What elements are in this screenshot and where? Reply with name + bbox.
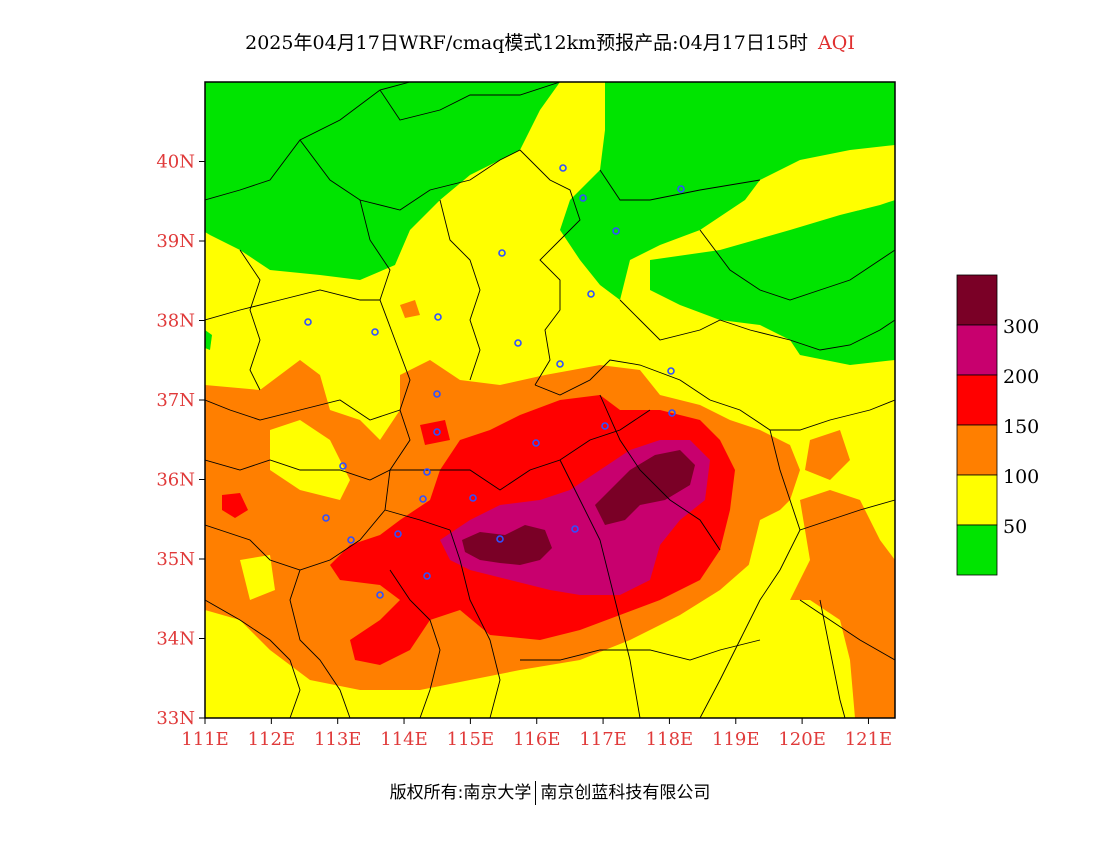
- lon-tick-label: 120E: [778, 729, 826, 750]
- city-marker: [579, 194, 587, 202]
- lon-tick-label: 119E: [712, 729, 760, 750]
- city-marker: [433, 428, 441, 436]
- aqi-field: [205, 82, 895, 718]
- city-marker: [532, 439, 540, 447]
- city-marker: [322, 514, 330, 522]
- latitude-axis: 40N 39N 38N 37N 36N 35N 34N 33N: [156, 152, 205, 729]
- city-marker: [498, 249, 506, 257]
- city-marker: [556, 360, 564, 368]
- longitude-axis: 111E 112E 113E 114E 115E 116E 117E 118E 119E 120E…: [181, 718, 892, 750]
- city-marker: [304, 318, 312, 326]
- lon-tick-label: 114E: [380, 729, 428, 750]
- lon-tick-label: 117E: [579, 729, 627, 750]
- lon-tick-label: 118E: [646, 729, 694, 750]
- legend-swatch-300: [956, 274, 998, 326]
- lat-tick-label: 33N: [156, 708, 195, 729]
- lon-tick-label: 121E: [845, 729, 893, 750]
- title-text: 2025年04月17日WRF/cmaq模式12km预报产品:04月17日15时: [245, 32, 809, 54]
- aqi-orange-northeast-spot: [805, 430, 850, 480]
- legend-swatch-200: [956, 324, 998, 376]
- lon-tick-label: 111E: [181, 729, 229, 750]
- title-variable: AQI: [818, 32, 855, 54]
- aqi-yellow-pocket-west: [270, 420, 350, 500]
- city-marker: [677, 185, 685, 193]
- lat-tick-label: 36N: [156, 470, 195, 491]
- city-marker: [376, 591, 384, 599]
- city-marker: [469, 494, 477, 502]
- aqi-darkred-east: [595, 450, 695, 525]
- legend-label-50: 50: [1003, 516, 1027, 538]
- city-marker: [433, 390, 441, 398]
- aqi-green-east: [650, 200, 895, 365]
- aqi-red-north-spot: [420, 420, 450, 445]
- lon-tick-label: 113E: [314, 729, 362, 750]
- city-marker: [587, 290, 595, 298]
- aqi-green-northwest: [205, 82, 560, 280]
- admin-boundaries: [205, 82, 895, 718]
- aqi-yellow-pocket-sw: [240, 555, 275, 600]
- aqi-legend: 300 200 150 100 50: [956, 274, 1039, 576]
- legend-swatch-150: [956, 374, 998, 426]
- lat-tick-label: 39N: [156, 231, 195, 252]
- lon-tick-label: 116E: [513, 729, 561, 750]
- legend-swatch-100: [956, 424, 998, 476]
- city-marker: [339, 462, 347, 470]
- city-marker: [419, 495, 427, 503]
- lat-tick-label: 35N: [156, 549, 195, 570]
- legend-label-100: 100: [1003, 466, 1039, 488]
- city-marker: [571, 525, 579, 533]
- city-marker: [514, 339, 522, 347]
- city-marker: [423, 468, 431, 476]
- city-marker: [667, 367, 675, 375]
- aqi-green-northeast: [560, 82, 895, 300]
- city-marker: [423, 572, 431, 580]
- lon-tick-label: 112E: [248, 729, 296, 750]
- city-marker: [371, 328, 379, 336]
- city-marker: [434, 313, 442, 321]
- lat-tick-label: 40N: [156, 152, 195, 173]
- lat-tick-label: 34N: [156, 629, 195, 650]
- lon-tick-label: 115E: [447, 729, 495, 750]
- city-marker: [394, 530, 402, 538]
- city-marker: [559, 164, 567, 172]
- aqi-red-west-spot: [222, 493, 248, 518]
- aqi-darkred-west: [462, 525, 552, 565]
- aqi-yellow-pocket-east: [630, 500, 810, 718]
- city-marker: [496, 535, 504, 543]
- city-marker: [668, 409, 676, 417]
- city-markers: [304, 164, 685, 599]
- aqi-orange-small: [400, 300, 420, 318]
- legend-label-300: 300: [1003, 316, 1039, 338]
- aqi-green-inner: [745, 150, 895, 225]
- legend-swatch-0: [956, 524, 998, 576]
- city-marker: [612, 227, 620, 235]
- footer-separator: [535, 781, 537, 805]
- aqi-orange-southeast: [790, 490, 895, 718]
- lat-tick-label: 38N: [156, 311, 195, 332]
- copyright-left: 版权所有:南京大学: [389, 783, 532, 803]
- map-title: 2025年04月17日WRF/cmaq模式12km预报产品:04月17日15时 A…: [0, 28, 1100, 55]
- city-marker: [601, 422, 609, 430]
- copyright-footer: 版权所有:南京大学 南京创蓝科技有限公司: [0, 778, 1100, 805]
- legend-swatch-50: [956, 474, 998, 526]
- legend-label-150: 150: [1003, 416, 1039, 438]
- copyright-right: 南京创蓝科技有限公司: [540, 783, 711, 803]
- city-marker: [347, 536, 355, 544]
- aqi-green-left-edge: [205, 330, 212, 350]
- lat-tick-label: 37N: [156, 390, 195, 411]
- legend-label-200: 200: [1003, 366, 1039, 388]
